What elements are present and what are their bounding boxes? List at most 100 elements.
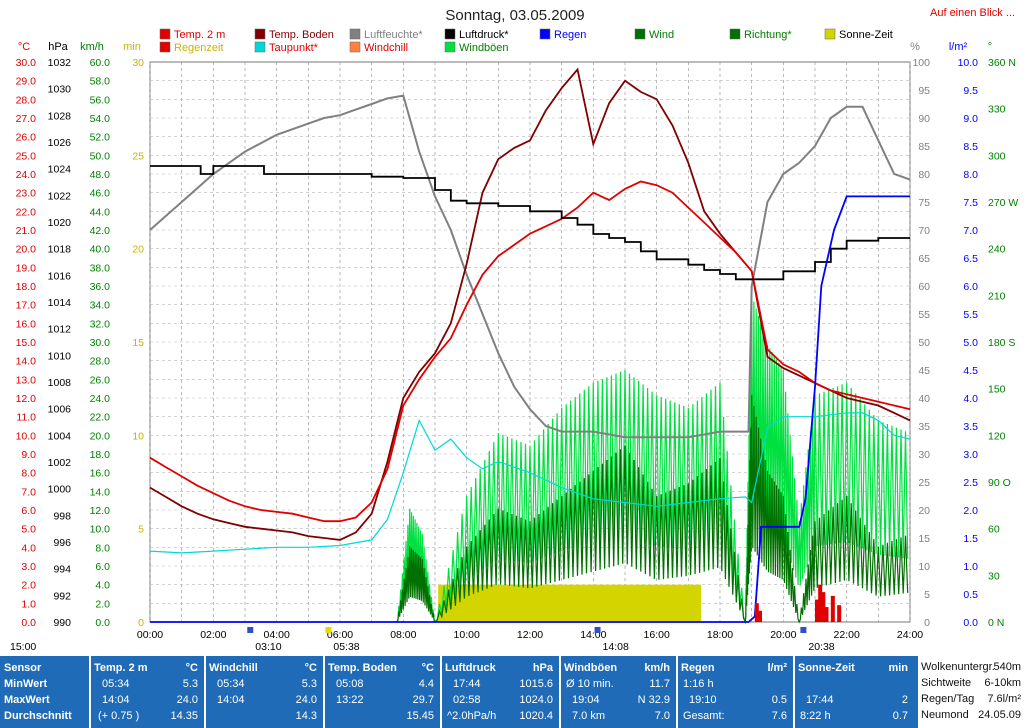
weather-chart: Sonntag, 03.05.2009 Auf einen Blick ... … [10, 7, 1018, 653]
y-tick-label: 21.0 [16, 225, 37, 237]
sun-max-time: 17:44 [806, 694, 834, 706]
temp-avg-note: (+ 0.75 ) [98, 710, 140, 722]
y-tick-label: 40 [918, 393, 930, 405]
dewpoint-line [149, 412, 911, 554]
y-tick-label: 11.0 [16, 412, 36, 424]
y-tick-label: 1024 [48, 164, 72, 176]
y-tick-label: 330 [988, 104, 1006, 116]
y-tick-label: 30.0 [16, 57, 37, 69]
chart-title: Sonntag, 03.05.2009 [445, 7, 584, 24]
pressure-trend: ^2.0hPa/h [447, 710, 497, 722]
y-tick-label: 150 [988, 384, 1006, 396]
pressure-min-time: 17:44 [453, 678, 481, 690]
y-tick-label: 6.0 [963, 281, 978, 293]
time-marker-label: 03:10 [255, 641, 281, 653]
windchill-title: Windchill [209, 662, 258, 674]
sun-max: 2 [901, 694, 908, 706]
y-tick-label: 5.5 [963, 309, 978, 321]
legend-label: Windböen [459, 42, 509, 54]
statistics-panel: Sensor MinWert MaxWert Durchschnitt Temp… [0, 656, 1024, 728]
y-tick-label: 5.0 [21, 524, 36, 536]
y-tick-label: 240 [988, 244, 1006, 256]
y-tick-label: 1008 [48, 377, 72, 389]
y-tick-label: 22.0 [16, 206, 37, 218]
temp-min-time: 05:34 [102, 678, 130, 690]
y-tick-label: 0.0 [95, 617, 110, 629]
legend-swatch [349, 28, 361, 40]
y-tick-label: 2.5 [963, 477, 978, 489]
rain-axis-unit: l/m² [949, 41, 968, 53]
y-tick-label: 15 [132, 337, 144, 349]
y-tick-label: 300 [988, 150, 1006, 162]
y-tick-label: 4.0 [963, 393, 978, 405]
y-tick-label: 7.0 [963, 225, 978, 237]
y-tick-label: 180 S [988, 337, 1015, 349]
legend-swatch [159, 28, 171, 40]
axis-headers: °C hPa km/h min % l/m² ° [18, 41, 992, 53]
y-tick-label: 5 [924, 589, 930, 601]
temp-unit: °C [185, 662, 198, 674]
time-marker-label: 20:38 [808, 641, 834, 653]
windchill-min-time: 05:34 [217, 678, 245, 690]
legend-swatch [444, 28, 456, 40]
gust-avg-label: Ø 10 min. [566, 678, 614, 690]
y-tick-label: 95 [918, 85, 930, 97]
y-tick-label: 28.0 [16, 94, 37, 106]
y-tick-label: 60.0 [90, 57, 111, 69]
legend-swatch [159, 41, 171, 53]
rain-unit: l/m² [767, 662, 787, 674]
y-tick-label: 80 [918, 169, 930, 181]
x-tick-label: 12:00 [517, 629, 543, 641]
sun-stats: Sonne-Zeit min 17:44 2 8:22 h 0.7 [796, 656, 912, 728]
row-label-min: MinWert [4, 678, 48, 690]
temp-max: 24.0 [176, 694, 198, 706]
rain-time-bar [837, 605, 842, 622]
x-tick-label: 24:00 [897, 629, 923, 641]
y-tick-label: 1002 [48, 457, 72, 469]
rain-time-bar [754, 603, 759, 622]
row-label-avg: Durchschnitt [4, 710, 72, 722]
rain-time-bar [830, 595, 835, 622]
divider [89, 656, 91, 728]
pressure-stats: Luftdruck hPa 17:44 1015.6 02:58 1024.0 ^2.… [443, 656, 557, 728]
time-marker [594, 627, 601, 633]
y-tick-label: 998 [53, 510, 71, 522]
legend-swatch [444, 41, 456, 53]
legend-label: Taupunkt* [269, 42, 319, 54]
windchill-min: 5.3 [301, 678, 317, 690]
y-tick-label: 360 N [988, 57, 1016, 69]
divider [204, 656, 206, 728]
y-tick-label: 56.0 [90, 94, 111, 106]
y-tick-label: 990 [53, 617, 71, 629]
legend-label: Sonne-Zeit [839, 29, 893, 41]
sun-avg: 0.7 [892, 710, 908, 722]
y-tick-label: 2.0 [95, 598, 110, 610]
ground-temp-max-time: 13:22 [336, 694, 364, 706]
overview-link[interactable]: Auf einen Blick ... [930, 7, 1015, 19]
y-tick-label: 2.0 [21, 580, 36, 592]
temp-avg: 14.35 [170, 710, 198, 722]
moon-label: Neumond [921, 709, 969, 721]
pressure-max-time: 02:58 [453, 694, 481, 706]
rain-duration: 1:16 h [683, 678, 714, 690]
y-tick-label: 210 [988, 290, 1006, 302]
y-tick-label: 996 [53, 537, 71, 549]
y-tick-label: 270 W [988, 197, 1018, 209]
y-tick-label: 65 [918, 253, 930, 265]
time-marker [325, 627, 332, 633]
y-tick-label: 90 [918, 113, 930, 125]
visibility-label: Sichtweite [921, 677, 972, 689]
y-tick-label: 3.5 [963, 421, 978, 433]
y-tick-label: 30 [132, 57, 144, 69]
temp-title: Temp. 2 m [94, 662, 148, 674]
rain-line [150, 195, 910, 623]
y-tick-label: 0 [924, 617, 930, 629]
y-tick-label: 40.0 [90, 244, 111, 256]
x-tick-label: 10:00 [454, 629, 480, 641]
pressure-min: 1015.6 [519, 678, 553, 690]
x-tick-label: 18:00 [707, 629, 733, 641]
x-tick-label: 00:00 [137, 629, 163, 641]
plot-area [149, 67, 911, 625]
y-tick-label: 26.0 [16, 132, 37, 144]
pressure-max: 1024.0 [519, 694, 553, 706]
